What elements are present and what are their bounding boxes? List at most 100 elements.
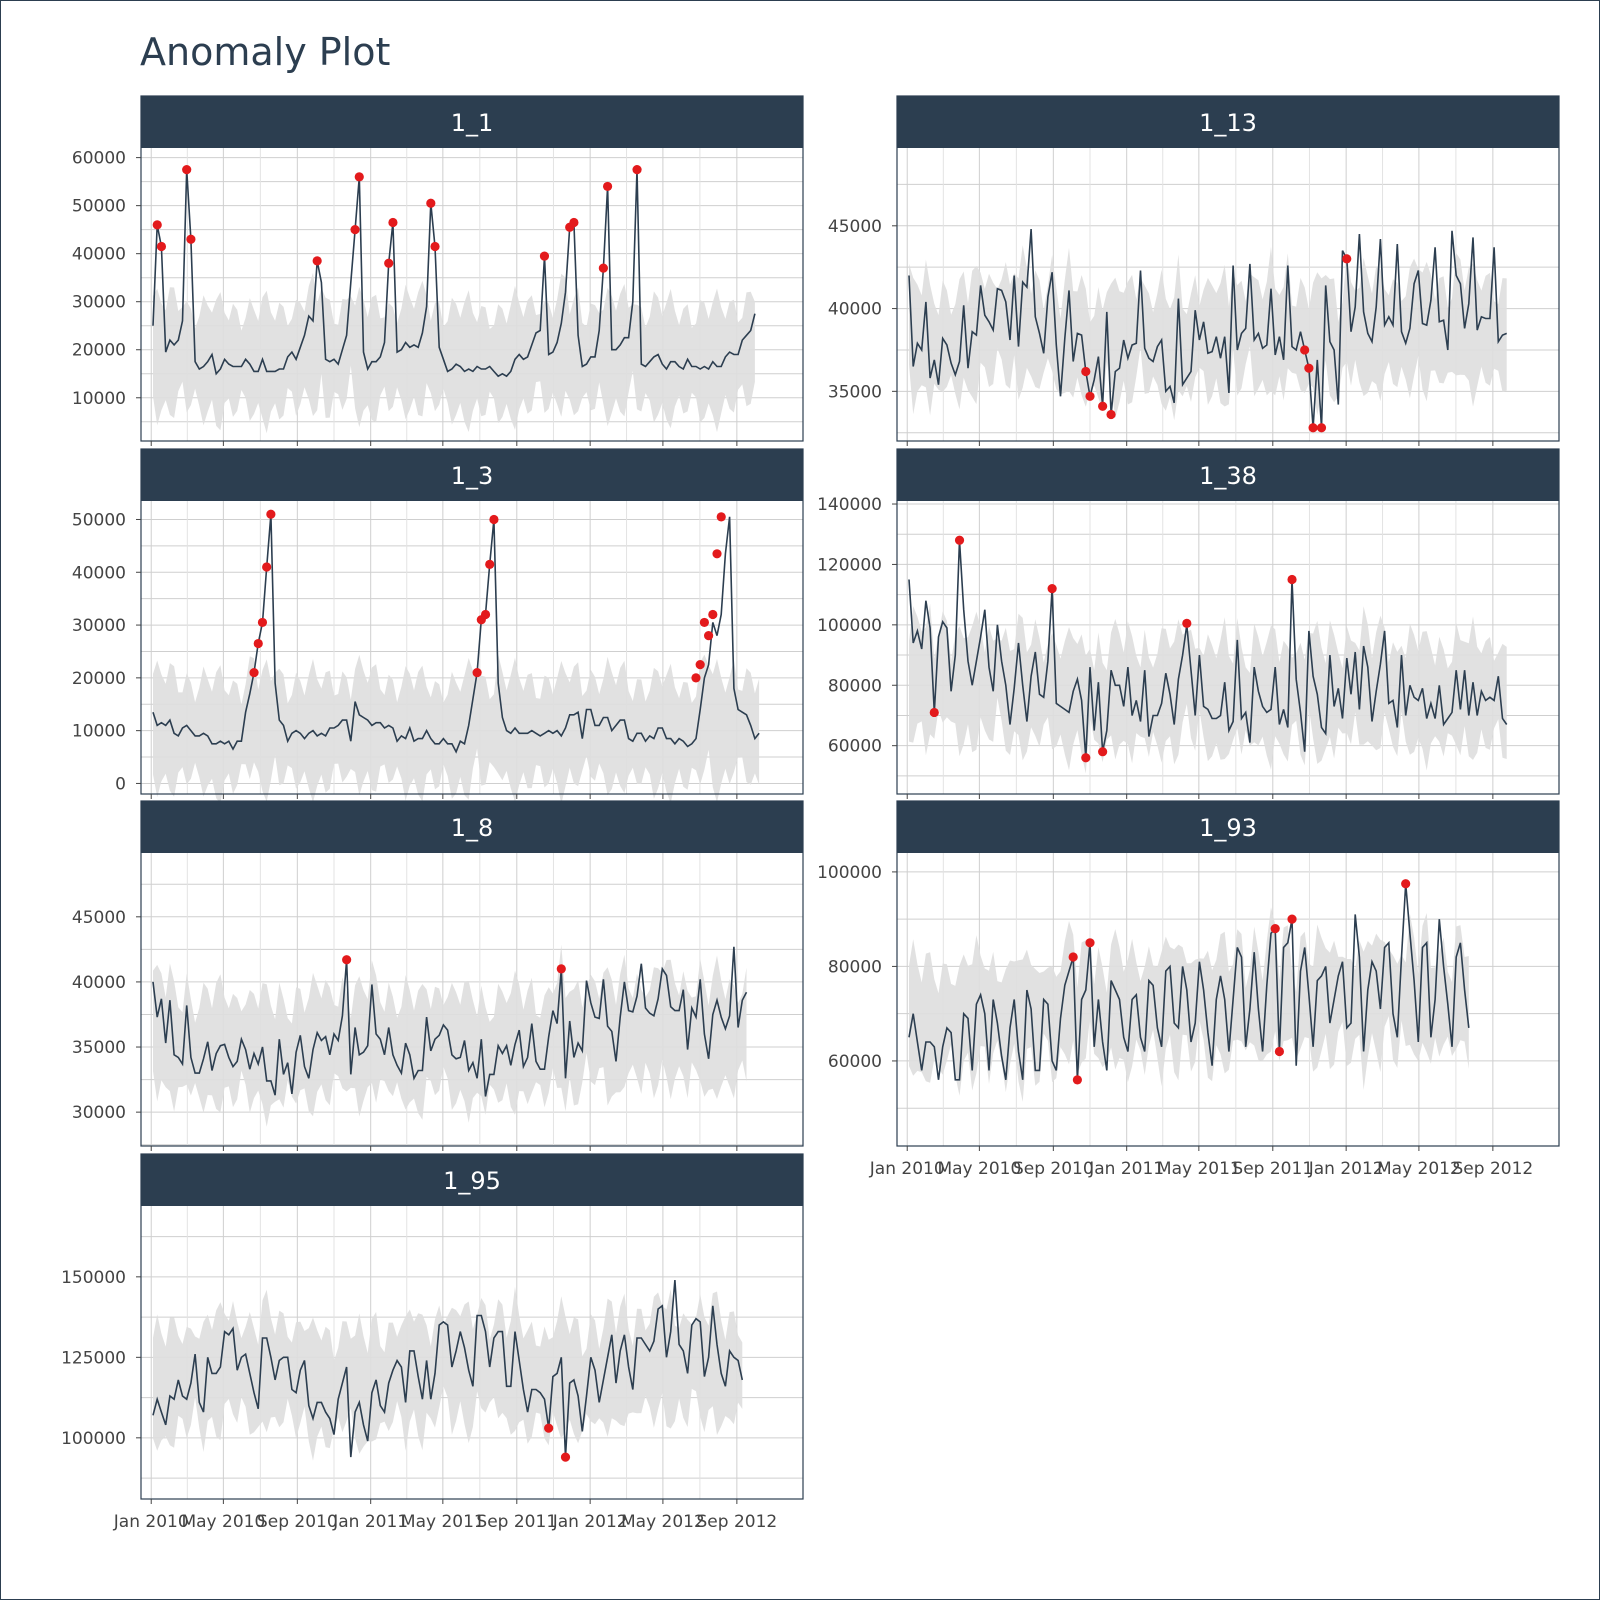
- panel-border: [140, 448, 804, 795]
- anomaly-point: [1085, 938, 1095, 948]
- panel-strip: [897, 801, 1559, 853]
- x-tick-label: May 2012: [621, 1512, 705, 1532]
- y-tick-label: 30000: [72, 1103, 126, 1123]
- x-tick-label: Sep 2010: [257, 1512, 338, 1532]
- x-tick-label: Jan 2011: [332, 1512, 408, 1532]
- panel-strip-label: 1_13: [1199, 109, 1257, 137]
- anomaly-point: [704, 631, 714, 641]
- anomaly-point: [1300, 345, 1310, 355]
- anomaly-point: [544, 1423, 554, 1433]
- anomaly-point: [695, 660, 705, 670]
- confidence-ribbon: [909, 603, 1507, 774]
- y-tick-label: 50000: [72, 510, 126, 530]
- x-tick-label: May 2011: [1157, 1159, 1241, 1179]
- y-tick-label: 80000: [828, 676, 882, 696]
- anomaly-point: [426, 198, 436, 208]
- x-tick-label: Sep 2012: [1453, 1159, 1534, 1179]
- panel-strip: [897, 96, 1559, 148]
- confidence-ribbon: [153, 272, 755, 434]
- anomaly-point: [708, 609, 718, 620]
- anomaly-point: [266, 509, 276, 519]
- anomaly-point: [262, 562, 272, 572]
- anomaly-point: [312, 256, 322, 266]
- confidence-ribbon: [153, 944, 747, 1127]
- anomaly-point: [1308, 423, 1318, 433]
- panel-border: [140, 95, 804, 442]
- anomaly-point: [1098, 401, 1108, 411]
- x-tick-label: Jan 2012: [1308, 1159, 1384, 1179]
- y-tick-label: 100000: [817, 616, 882, 636]
- panel-strip: [141, 801, 803, 853]
- anomaly-point: [350, 225, 360, 235]
- anomaly-point: [257, 617, 268, 628]
- x-tick-label: May 2010: [181, 1512, 265, 1532]
- y-tick-label: 45000: [72, 908, 126, 928]
- x-tick-label: Sep 2012: [697, 1512, 778, 1532]
- panel-1_1: 1_1 10000 20000 30000 40000 50000 60000: [72, 95, 804, 446]
- series-line: [908, 883, 1470, 1081]
- x-tick-label: Sep 2011: [1232, 1159, 1313, 1179]
- anomaly-point: [598, 263, 608, 273]
- y-tick-label: 10000: [72, 722, 126, 742]
- anomaly-point: [182, 165, 192, 175]
- x-tick-label: May 2012: [1377, 1159, 1461, 1179]
- panel-strip-label: 1_3: [451, 462, 494, 490]
- anomaly-point: [1316, 423, 1327, 433]
- anomaly-point: [1047, 583, 1057, 594]
- anomaly-point: [929, 707, 939, 718]
- anomaly-point: [560, 1452, 571, 1462]
- anomaly-point: [556, 964, 566, 974]
- y-tick-label: 45000: [828, 217, 882, 237]
- anomaly-point: [1081, 366, 1091, 377]
- x-tick-label: May 2010: [937, 1159, 1021, 1179]
- anomaly-point: [699, 617, 709, 628]
- y-tick-label: 100000: [817, 863, 882, 883]
- panel-strip-label: 1_38: [1199, 462, 1257, 490]
- panel-border: [140, 1153, 804, 1500]
- confidence-ribbon: [909, 907, 1469, 1102]
- y-tick-label: 10000: [72, 389, 126, 409]
- x-tick-label: Jan 2012: [552, 1512, 628, 1532]
- anomaly-point: [1072, 1075, 1082, 1085]
- anomaly-point: [156, 241, 167, 252]
- series-line: [152, 946, 748, 1097]
- anomaly-point: [1304, 363, 1314, 373]
- x-tick-label: May 2011: [401, 1512, 485, 1532]
- y-tick-label: 35000: [828, 382, 882, 402]
- anomaly-point: [569, 217, 579, 228]
- anomaly-point: [712, 549, 722, 559]
- anomaly-point: [1182, 618, 1192, 628]
- anomaly-point: [480, 609, 491, 620]
- y-tick-label: 60000: [72, 149, 126, 169]
- y-tick-label: 30000: [72, 616, 126, 636]
- panel-border: [896, 448, 1560, 795]
- anomaly-point: [1085, 391, 1095, 401]
- y-tick-label: 100000: [61, 1429, 126, 1449]
- confidence-ribbon: [153, 1286, 743, 1461]
- panel-strip: [141, 96, 803, 148]
- x-tick-label: Sep 2010: [1013, 1159, 1094, 1179]
- series-line: [908, 540, 1508, 758]
- y-tick-label: 40000: [828, 300, 882, 320]
- anomaly-point: [1287, 574, 1297, 585]
- panel-strip-label: 1_8: [451, 814, 494, 842]
- anomaly-point: [430, 241, 440, 252]
- anomaly-point: [1274, 1046, 1285, 1057]
- y-tick-label: 120000: [817, 555, 882, 575]
- panel-strip: [141, 1154, 803, 1206]
- y-tick-label: 150000: [61, 1268, 126, 1288]
- anomaly-point: [1106, 409, 1116, 420]
- anomaly-point: [1098, 747, 1108, 757]
- anomaly-point: [1081, 753, 1091, 763]
- y-tick-label: 20000: [72, 669, 126, 689]
- x-tick-label: Jan 2010: [113, 1512, 189, 1532]
- series-line: [152, 1280, 744, 1458]
- series-line: [908, 229, 1508, 428]
- anomaly-point: [472, 667, 482, 678]
- y-tick-label: 0: [115, 774, 126, 794]
- anomaly-point: [632, 165, 642, 175]
- anomaly-point: [253, 638, 263, 649]
- y-tick-label: 60000: [828, 737, 882, 757]
